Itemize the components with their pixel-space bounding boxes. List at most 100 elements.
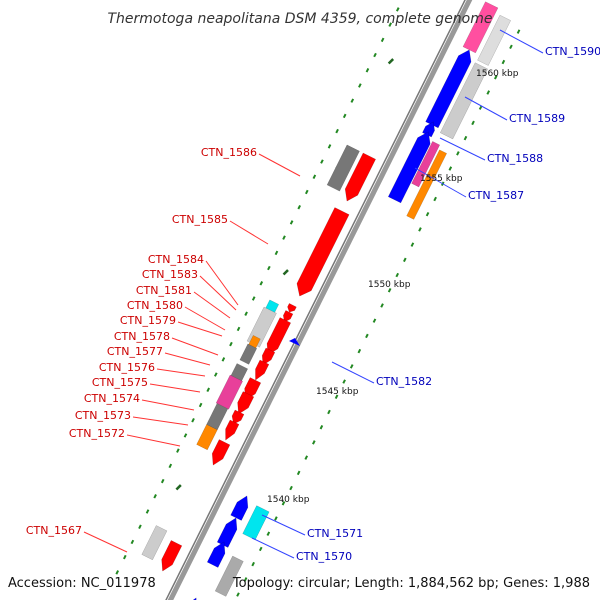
tick-mark	[372, 318, 377, 323]
tick-mark	[206, 387, 211, 393]
gene-label-ctn-1580[interactable]: CTN_1580	[127, 299, 183, 312]
tick-mark	[335, 128, 339, 134]
tick-mark	[365, 333, 369, 339]
gene-ctn-1589-grey	[439, 62, 488, 140]
leader-line	[184, 306, 226, 331]
tick-mark	[229, 341, 233, 347]
major-tick	[387, 58, 395, 65]
gene-ctn-1572b	[225, 419, 240, 441]
tick-mark	[365, 68, 370, 73]
gene-label-ctn-1573[interactable]: CTN_1573	[75, 409, 131, 422]
tick-mark	[509, 44, 513, 50]
gene-ctn-1583	[283, 310, 294, 323]
tick-mark	[289, 485, 293, 491]
gene-bottom-blue	[192, 597, 197, 600]
gene-pink-1588	[411, 141, 441, 188]
tick-mark	[312, 440, 316, 445]
gene-label-ctn-1575[interactable]: CTN_1575	[92, 376, 148, 389]
tick-mark	[494, 75, 498, 80]
tick-mark	[259, 281, 264, 286]
gene-ctn-1582	[289, 338, 300, 346]
leader-line	[499, 29, 544, 54]
tick-mark	[418, 227, 422, 232]
gene-ctn-1572a	[231, 409, 245, 425]
genome-stats-text: Topology: circular; Length: 1,884,562 bp…	[232, 576, 590, 591]
tick-mark	[433, 196, 437, 202]
leader-line	[149, 383, 201, 393]
tick-mark	[327, 144, 332, 149]
tick-mark	[183, 433, 188, 438]
gene-ctn-1570-b	[206, 541, 226, 568]
gene-label-ctn-1574[interactable]: CTN_1574	[84, 392, 140, 405]
gene-label-ctn-1567[interactable]: CTN_1567	[26, 524, 82, 537]
tick-mark	[334, 394, 339, 400]
gene-ctn-1576	[239, 343, 258, 365]
tick-mark	[410, 242, 415, 247]
leader-line	[439, 137, 486, 161]
tick-mark	[304, 455, 309, 460]
gene-label-ctn-1586[interactable]: CTN_1586	[201, 146, 257, 159]
gene-grey-top	[477, 14, 512, 66]
gene-label-ctn-1570[interactable]: CTN_1570	[296, 550, 352, 563]
tick-mark	[342, 113, 347, 119]
gene-ctn-1590-a	[462, 1, 499, 54]
gene-ctn-1573	[237, 391, 255, 415]
tick-mark	[312, 174, 317, 180]
gene-label-ctn-1582[interactable]: CTN_1582	[376, 375, 432, 388]
tick-mark	[258, 546, 263, 552]
tick-mark	[516, 29, 521, 34]
gene-ctn-1585	[296, 207, 350, 297]
gene-label-ctn-1579[interactable]: CTN_1579	[120, 314, 176, 327]
gene-ctn-1588	[387, 131, 431, 204]
tick-mark	[320, 159, 324, 164]
gene-ctn-1567-grey	[141, 525, 168, 561]
tick-label-1560-kbp: 1560 kbp	[476, 69, 519, 79]
tick-mark	[403, 257, 407, 263]
gene-label-ctn-1572[interactable]: CTN_1572	[69, 427, 125, 440]
tick-mark	[123, 554, 127, 560]
tick-mark	[168, 463, 173, 469]
gene-label-ctn-1587[interactable]: CTN_1587	[468, 189, 524, 202]
tick-marks	[115, 7, 521, 597]
tick-mark	[486, 90, 491, 95]
tick-mark	[388, 22, 392, 27]
leader-line	[205, 260, 239, 306]
tick-mark	[395, 272, 400, 278]
gene-ctn-1586-red	[344, 152, 376, 202]
tick-mark	[357, 348, 362, 354]
gene-label-ctn-1588[interactable]: CTN_1588	[487, 152, 543, 165]
gene-ctn-1570-grey	[214, 555, 244, 597]
gene-features	[141, 1, 512, 600]
tick-mark	[456, 151, 460, 156]
gene-ctn-1572-orange	[196, 424, 218, 451]
tick-mark	[236, 592, 240, 597]
gene-label-ctn-1584[interactable]: CTN_1584	[148, 253, 204, 266]
tick-mark	[425, 211, 430, 217]
tick-mark	[448, 166, 453, 171]
leader-line	[251, 537, 295, 559]
map-title: Thermotoga neapolitana DSM 4359, complet…	[108, 11, 493, 27]
tick-label-1555-kbp: 1555 kbp	[420, 174, 463, 184]
tick-mark	[160, 478, 165, 484]
leader-line	[141, 399, 195, 411]
gene-label-ctn-1585[interactable]: CTN_1585	[172, 213, 228, 226]
leader-line	[83, 531, 128, 553]
gene-label-ctn-1589[interactable]: CTN_1589	[509, 112, 565, 125]
tick-mark	[274, 516, 278, 521]
gene-label-ctn-1576[interactable]: CTN_1576	[99, 361, 155, 374]
tick-mark	[243, 577, 248, 582]
gene-label-ctn-1578[interactable]: CTN_1578	[114, 330, 170, 343]
tick-mark	[296, 470, 301, 476]
leader-line	[126, 434, 181, 447]
gene-label-ctn-1581[interactable]: CTN_1581	[136, 284, 192, 297]
gene-label-ctn-1583[interactable]: CTN_1583	[142, 268, 198, 281]
gene-label-ctn-1571[interactable]: CTN_1571	[307, 527, 363, 540]
leader-line	[414, 167, 467, 198]
tick-mark	[478, 105, 483, 110]
tick-mark	[282, 235, 286, 240]
gene-label-ctn-1577[interactable]: CTN_1577	[107, 345, 163, 358]
genome-backbone	[165, 0, 473, 600]
gene-label-ctn-1590[interactable]: CTN_1590	[545, 45, 600, 58]
